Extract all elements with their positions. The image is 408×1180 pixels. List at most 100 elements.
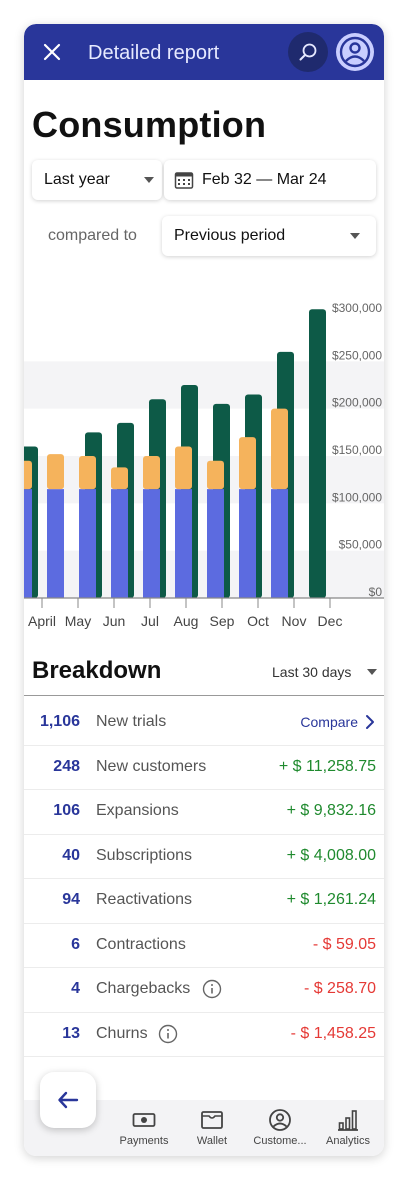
row-amount: - $ 1,458.25 — [290, 1024, 376, 1042]
row-label: Chargebacks — [96, 980, 191, 997]
bar-series1-dec — [309, 309, 326, 598]
nav-item-payments[interactable]: Payments — [114, 1108, 174, 1152]
search-icon — [299, 43, 317, 61]
bar-series2-jul — [143, 489, 160, 598]
grid-band — [24, 550, 384, 598]
breakdown-row-reactivations[interactable]: 94 Reactivations + $ 1,261.24 — [24, 879, 384, 924]
date-range-value: Feb 32 — Mar 24 — [202, 171, 327, 188]
breakdown-row-new-trials[interactable]: 1,106 New trials Compare — [24, 701, 384, 746]
bar-series2-apr — [47, 489, 64, 598]
compare-select-value: Previous period — [174, 227, 286, 244]
breakdown-row-churns[interactable]: 13 Churns - $ 1,458.25 — [24, 1013, 384, 1057]
phone-frame: Detailed report Consumption Last year — [24, 24, 384, 1156]
breakdown-range-select[interactable]: Last 30 days — [272, 664, 352, 680]
breakdown-list: 1,106 New trials Compare 248 New custome… — [24, 701, 384, 1057]
x-tick-label: Jun — [103, 613, 126, 629]
search-button[interactable] — [288, 32, 328, 72]
top-app-bar: Detailed report — [24, 24, 384, 80]
period-select-value: Last year — [44, 171, 110, 188]
nav-item-label: Wallet — [196, 1135, 228, 1147]
breakdown-row-expansions[interactable]: 106 Expansions + $ 9,832.16 — [24, 790, 384, 835]
row-count: 94 — [62, 891, 80, 908]
compared-to-label: compared to — [48, 227, 137, 244]
payments-icon — [132, 1113, 156, 1127]
x-tick-label: Aug — [174, 613, 199, 629]
chevron-down-icon — [350, 233, 360, 239]
row-amount: - $ 258.70 — [303, 980, 376, 997]
x-tick-label: Dec — [318, 613, 343, 629]
info-icon[interactable] — [202, 979, 222, 999]
grid-band — [24, 361, 384, 409]
row-count: 1,106 — [39, 713, 80, 730]
nav-item-label: Analytics — [325, 1135, 371, 1147]
breakdown-row-contractions[interactable]: 6 Contractions - $ 59.05 — [24, 924, 384, 968]
chevron-down-icon — [144, 177, 154, 183]
row-label: Subscriptions — [96, 846, 193, 864]
header-title: Detailed report — [88, 42, 220, 64]
row-count: 4 — [71, 980, 80, 997]
breakdown-row-subscriptions[interactable]: 40 Subscriptions + $ 4,008.00 — [24, 835, 384, 879]
bar-series2-jun — [111, 489, 128, 598]
row-amount: + $ 11,258.75 — [278, 757, 376, 775]
page-title: Consumption — [32, 104, 267, 145]
row-count: 248 — [53, 757, 80, 775]
row-count: 13 — [62, 1024, 80, 1042]
breakdown-title: Breakdown — [32, 657, 162, 684]
y-tick-label: $150,000 — [332, 443, 382, 457]
y-tick-label: $250,000 — [332, 348, 382, 362]
row-amount: + $ 9,832.16 — [286, 802, 376, 819]
nav-item-label: Payments — [119, 1135, 169, 1147]
y-tick-label: $0 — [369, 585, 383, 599]
row-label: Reactivations — [96, 891, 193, 908]
bar-series3-sep — [207, 460, 224, 490]
compare-select[interactable]: Previous period — [162, 216, 376, 256]
bar-series2-oct — [239, 489, 256, 598]
bar-series2-aug — [175, 489, 192, 598]
arrow-back-icon — [58, 1091, 79, 1109]
date-range-select[interactable]: Feb 32 — Mar 24 — [164, 160, 376, 200]
y-tick-label: $300,000 — [332, 301, 382, 315]
x-tick-label: Jul — [141, 613, 159, 629]
nav-item-analytics[interactable]: Analytics — [318, 1108, 378, 1152]
divider — [24, 695, 384, 696]
nav-item-customers[interactable]: Custome... — [250, 1108, 310, 1152]
x-tick-label: April — [28, 613, 56, 629]
bar-series3-jun — [111, 467, 128, 490]
x-tick-label: Sep — [210, 613, 235, 629]
customers-icon — [269, 1109, 291, 1131]
chevron-right-icon[interactable] — [364, 713, 376, 731]
y-tick-label: $200,000 — [332, 396, 382, 410]
calendar-icon — [174, 172, 194, 189]
chevron-down-icon — [367, 669, 377, 675]
info-icon[interactable] — [158, 1024, 178, 1044]
x-tick-label: Nov — [282, 613, 307, 629]
nav-item-label: Custome... — [253, 1135, 307, 1147]
bar-series3-aug — [175, 446, 192, 490]
analytics-icon — [338, 1110, 358, 1131]
row-amount: + $ 4,008.00 — [286, 846, 376, 864]
bar-series2-mar — [24, 489, 32, 598]
row-count: 106 — [53, 802, 80, 819]
close-icon — [43, 43, 61, 61]
wallet-icon — [201, 1111, 223, 1129]
avatar-button[interactable] — [335, 32, 375, 72]
bar-series2-sep — [207, 489, 224, 598]
y-tick-label: $50,000 — [339, 538, 383, 552]
compare-link[interactable]: Compare — [300, 714, 358, 730]
period-select[interactable]: Last year — [32, 160, 162, 200]
breakdown-row-chargebacks[interactable]: 4 Chargebacks - $ 258.70 — [24, 968, 384, 1013]
nav-item-wallet[interactable]: Wallet — [182, 1108, 242, 1152]
bar-series3-may — [79, 456, 96, 490]
row-label: New trials — [96, 713, 167, 730]
row-count: 6 — [71, 935, 80, 953]
close-button[interactable] — [40, 40, 64, 64]
row-label: Expansions — [96, 802, 179, 819]
consumption-bar-chart: $0 $50,000 $100,000 $150,000 $200,000 $250,00… — [24, 301, 384, 629]
breakdown-row-new-customers[interactable]: 248 New customers + $ 11,258.75 — [24, 746, 384, 790]
account-circle-icon — [336, 33, 374, 71]
row-count: 40 — [62, 846, 80, 864]
row-label: New customers — [96, 757, 207, 775]
bar-series3-jul — [143, 456, 160, 490]
bar-series3-nov — [271, 408, 288, 490]
back-fab[interactable] — [40, 1072, 96, 1128]
